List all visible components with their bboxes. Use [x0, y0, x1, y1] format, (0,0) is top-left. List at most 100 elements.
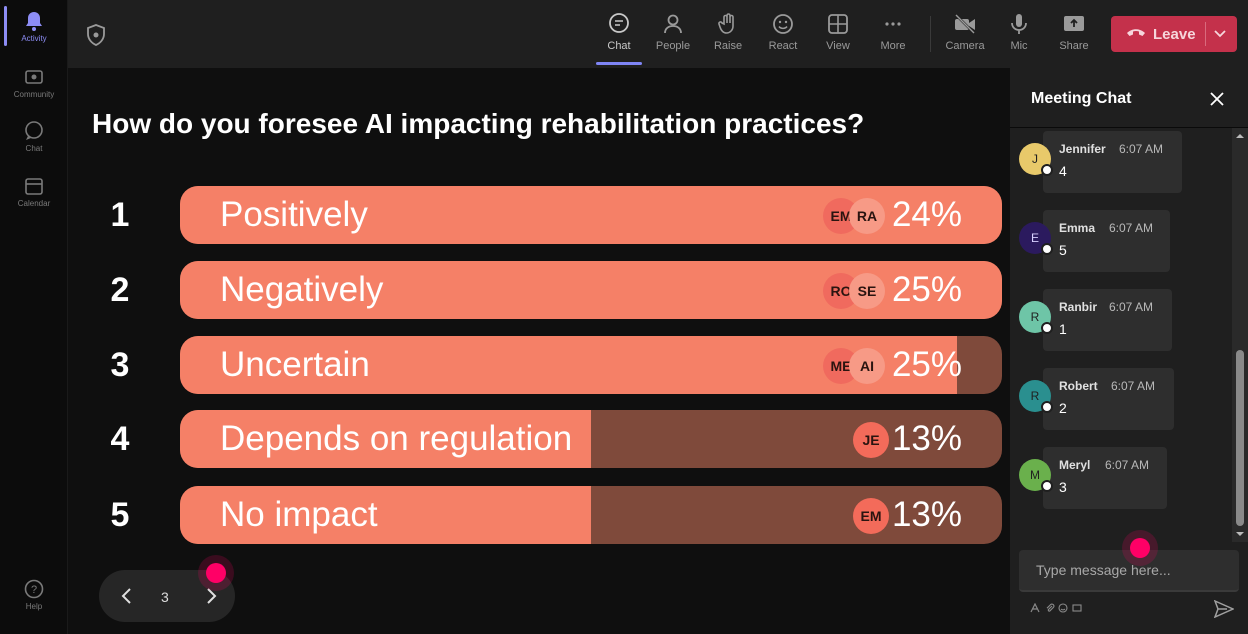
chat-message[interactable]: Meryl 6:07 AM 3 M	[1010, 447, 1232, 511]
presence-status-icon	[1041, 164, 1053, 176]
poll-option-row[interactable]: 5 No impact EM 13%	[68, 486, 1010, 544]
scroll-up-icon[interactable]	[1236, 132, 1244, 140]
calendar-icon	[25, 178, 43, 195]
avatar[interactable]: R	[1019, 301, 1053, 334]
message-bubble: Jennifer 6:07 AM 4	[1043, 131, 1182, 193]
chevron-left-icon[interactable]	[117, 586, 137, 606]
toolbar-view-button[interactable]: View	[813, 10, 863, 62]
chat-scrollbar[interactable]	[1232, 128, 1248, 542]
chevron-down-icon[interactable]	[1213, 27, 1227, 41]
message-timestamp: 6:07 AM	[1111, 379, 1156, 393]
toolbar-more-button[interactable]: More	[868, 10, 918, 62]
voter-avatar: SE	[849, 273, 885, 309]
hand-icon	[718, 13, 734, 34]
avatar[interactable]: R	[1019, 380, 1053, 413]
toolbar-share-label: Share	[1059, 40, 1089, 52]
poll-option-bar[interactable]: Negatively RO SE 25%	[180, 261, 1002, 319]
rail-item-calendar[interactable]: Calendar	[0, 175, 68, 208]
emoji-icon[interactable]	[1058, 603, 1068, 613]
toolbar-mic-button[interactable]: Mic	[994, 10, 1044, 62]
poll-option-row[interactable]: 4 Depends on regulation JE 13%	[68, 410, 1010, 468]
chat-compose-box[interactable]	[1019, 550, 1239, 592]
smiley-icon	[773, 14, 793, 34]
leave-button[interactable]: Leave	[1111, 16, 1237, 52]
avatar[interactable]: J	[1019, 143, 1053, 176]
avatar-initial: E	[1030, 231, 1039, 245]
chat-message[interactable]: Emma 6:07 AM 5 E	[1010, 210, 1232, 274]
rail-item-chat[interactable]: Chat	[0, 120, 68, 153]
chat-message[interactable]: Robert 6:07 AM 2 R	[1010, 368, 1232, 432]
rail-item-help[interactable]: ? Help	[0, 578, 68, 611]
grid-icon	[828, 14, 848, 34]
presence-status-icon	[1041, 243, 1053, 255]
format-icon[interactable]	[1030, 603, 1040, 613]
poll-option-bar[interactable]: Uncertain ME AI 25%	[180, 336, 1002, 394]
rail-item-label: Activity	[21, 34, 47, 43]
chat-message[interactable]: Ranbir 6:07 AM 1 R	[1010, 289, 1232, 353]
poll-question: How do you foresee AI impacting rehabili…	[92, 108, 865, 139]
poll-option-percent: 25%	[891, 345, 962, 384]
chat-message-list[interactable]: Jennifer 6:07 AM 4 J Emma 6:07 AM 5 E Ranbir 6:07…	[1010, 128, 1232, 542]
avatar[interactable]: E	[1019, 222, 1053, 255]
avatar-initial: J	[1032, 152, 1038, 166]
send-icon[interactable]	[1214, 600, 1234, 618]
chat-icon	[609, 13, 629, 33]
close-icon[interactable]	[1208, 90, 1226, 108]
poll-option-label: No impact	[220, 495, 378, 534]
toolbar-react-button[interactable]: React	[758, 10, 808, 62]
message-bubble: Ranbir 6:07 AM 1	[1043, 289, 1172, 351]
meeting-toolbar: Chat People Raise React View More Camera…	[68, 0, 1248, 68]
scroll-down-icon[interactable]	[1236, 530, 1244, 538]
camera-off-icon	[955, 14, 975, 34]
toolbar-share-button[interactable]: Share	[1049, 10, 1099, 62]
rail-item-activity[interactable]: Activity	[0, 10, 68, 43]
chevron-right-icon[interactable]	[201, 586, 221, 606]
community-icon	[25, 70, 43, 84]
leave-label: Leave	[1153, 26, 1196, 43]
pointer-indicator	[1130, 538, 1150, 558]
presence-status-icon	[1041, 322, 1053, 334]
message-bubble: Robert 6:07 AM 2	[1043, 368, 1174, 430]
message-sender: Ranbir	[1059, 300, 1098, 314]
voter-avatar: JE	[853, 422, 889, 458]
rail-item-community[interactable]: Community	[0, 66, 68, 99]
presence-status-icon	[1041, 480, 1053, 492]
message-text: 4	[1059, 163, 1067, 179]
poll-option-number: 5	[110, 496, 130, 534]
toolbar-camera-button[interactable]: Camera	[940, 10, 990, 62]
toolbar-chat-label: Chat	[607, 40, 631, 52]
rail-item-label: Chat	[25, 144, 43, 153]
poll-option-number: 3	[110, 346, 130, 384]
gif-icon[interactable]	[1072, 603, 1082, 613]
poll-option-row[interactable]: 1 Positively EM RA 24%	[68, 186, 1010, 244]
poll-option-percent: 25%	[891, 270, 962, 309]
poll-option-row[interactable]: 3 Uncertain ME AI 25%	[68, 336, 1010, 394]
avatar[interactable]: M	[1019, 459, 1053, 492]
toolbar-raise-button[interactable]: Raise	[703, 10, 753, 62]
attach-icon[interactable]	[1045, 603, 1055, 613]
message-text: 3	[1059, 479, 1067, 495]
toolbar-chat-button[interactable]: Chat	[594, 10, 644, 62]
message-timestamp: 6:07 AM	[1105, 458, 1150, 472]
scrollbar-thumb[interactable]	[1236, 350, 1244, 526]
message-timestamp: 6:07 AM	[1119, 142, 1164, 156]
poll-option-bar[interactable]: Positively EM RA 24%	[180, 186, 1002, 244]
toolbar-camera-label: Camera	[945, 40, 985, 52]
bell-icon	[26, 12, 42, 31]
chat-header-divider	[1010, 127, 1248, 128]
message-bubble: Emma 6:07 AM 5	[1043, 210, 1170, 272]
mic-icon	[1011, 14, 1027, 34]
chat-message-input[interactable]	[1019, 550, 1239, 590]
app-rail: Activity Community Chat Calendar ? Help	[0, 0, 68, 634]
meeting-chat-panel: Meeting Chat Jennifer 6:07 AM 4 J Emma 6:07 A…	[1010, 68, 1248, 634]
chat-message[interactable]: Jennifer 6:07 AM 4 J	[1010, 131, 1232, 195]
poll-option-bar[interactable]: Depends on regulation JE 13%	[180, 410, 1002, 468]
poll-option-bar[interactable]: No impact EM 13%	[180, 486, 1002, 544]
voter-avatar: RA	[849, 198, 885, 234]
rail-active-indicator	[4, 6, 7, 46]
poll-option-number: 1	[110, 196, 130, 234]
toolbar-people-button[interactable]: People	[648, 10, 698, 62]
poll-option-row[interactable]: 2 Negatively RO SE 25%	[68, 261, 1010, 319]
shield-icon	[87, 24, 105, 46]
poll-stage: How do you foresee AI impacting rehabili…	[68, 68, 1010, 634]
